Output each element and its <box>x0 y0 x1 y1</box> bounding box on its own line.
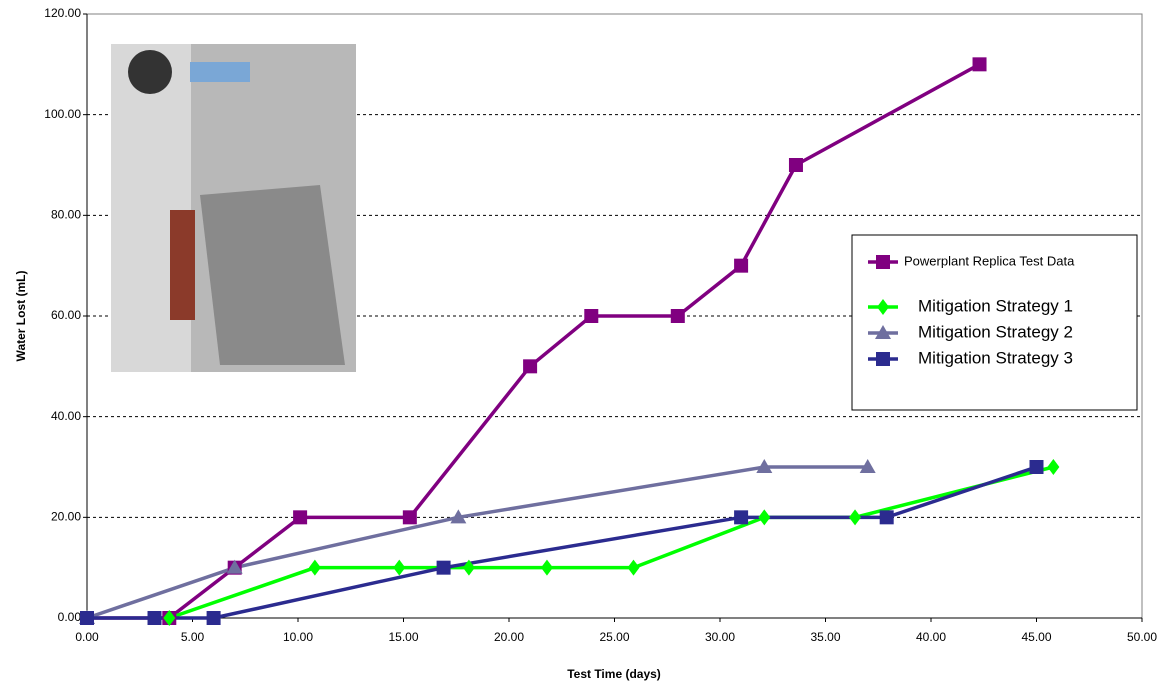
x-tick-label: 40.00 <box>916 630 946 644</box>
y-tick-label: 0.00 <box>58 610 82 624</box>
x-tick-label: 25.00 <box>599 630 629 644</box>
x-tick-label: 10.00 <box>283 630 313 644</box>
x-tick-label: 50.00 <box>1127 630 1157 644</box>
marker <box>789 158 803 172</box>
x-tick-label: 35.00 <box>810 630 840 644</box>
marker <box>1030 460 1044 474</box>
legend-label: Mitigation Strategy 3 <box>918 348 1073 367</box>
y-tick-label: 20.00 <box>51 510 81 524</box>
photo-inset <box>111 44 356 372</box>
marker <box>523 359 537 373</box>
photo-cable <box>170 210 195 320</box>
page: {"chart_data": {"type": "line", "xlabel"… <box>0 0 1159 686</box>
y-tick-label: 60.00 <box>51 308 81 322</box>
marker <box>207 611 221 625</box>
x-tick-label: 0.00 <box>75 630 99 644</box>
legend-label: Powerplant Replica Test Data <box>904 253 1075 268</box>
legend-marker <box>876 352 890 366</box>
y-axis-label: Water Lost (mL) <box>14 271 28 362</box>
x-tick-label: 5.00 <box>181 630 205 644</box>
marker <box>734 510 748 524</box>
legend-label: Mitigation Strategy 1 <box>918 296 1073 315</box>
y-tick-label: 80.00 <box>51 208 81 222</box>
marker <box>293 510 307 524</box>
y-tick-label: 100.00 <box>44 107 81 121</box>
marker <box>880 510 894 524</box>
photo-box <box>200 185 345 365</box>
y-tick-label: 120.00 <box>44 6 81 20</box>
photo-gauge <box>128 50 172 94</box>
legend-marker <box>876 255 890 269</box>
marker <box>148 611 162 625</box>
x-tick-label: 45.00 <box>1021 630 1051 644</box>
legend-label: Mitigation Strategy 2 <box>918 322 1073 341</box>
photo-tube <box>190 62 250 82</box>
marker <box>403 510 417 524</box>
marker <box>584 309 598 323</box>
y-tick-label: 40.00 <box>51 409 81 423</box>
marker <box>671 309 685 323</box>
marker <box>80 611 94 625</box>
x-axis-label: Test Time (days) <box>567 667 661 681</box>
x-tick-label: 15.00 <box>388 630 418 644</box>
chart: Water Lost (mL) Test Time (days) 0.00 20.… <box>0 0 1159 686</box>
x-tick-label: 20.00 <box>494 630 524 644</box>
x-tick-label: 30.00 <box>705 630 735 644</box>
marker <box>437 561 451 575</box>
marker <box>734 259 748 273</box>
marker <box>973 57 987 71</box>
